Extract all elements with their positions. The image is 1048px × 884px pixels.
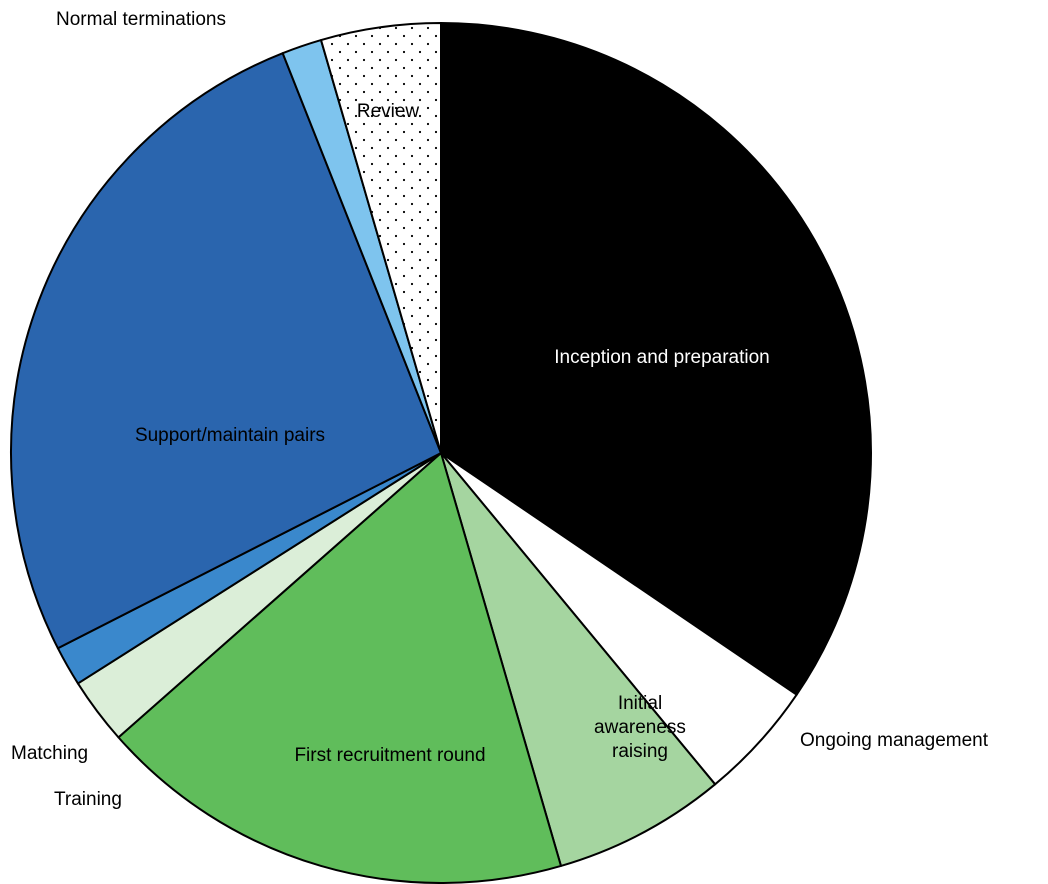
label-ongoing-management: Ongoing management	[800, 730, 989, 751]
slice-inception-and-preparation	[440, 22, 872, 696]
slice-review	[320, 22, 442, 454]
label-matching: Matching	[11, 743, 88, 764]
label-first-recruitment-round: First recruitment round	[294, 745, 485, 766]
label-normal-terminations: Normal terminations	[56, 9, 226, 30]
pie-labels: Inception and preparation Ongoing managem…	[11, 9, 989, 810]
pie-slices	[10, 22, 872, 884]
slice-support-maintain-pairs	[10, 52, 442, 650]
label-support-maintain-pairs: Support/maintain pairs	[135, 425, 325, 446]
slice-first-recruitment-round	[117, 452, 562, 884]
label-training: Training	[54, 789, 122, 810]
label-review: Review	[357, 101, 420, 122]
slice-initial-awareness-raising	[440, 452, 717, 867]
label-inception-and-preparation: Inception and preparation	[554, 347, 770, 368]
label-initial-awareness-raising: Initial awareness raising	[594, 693, 686, 762]
